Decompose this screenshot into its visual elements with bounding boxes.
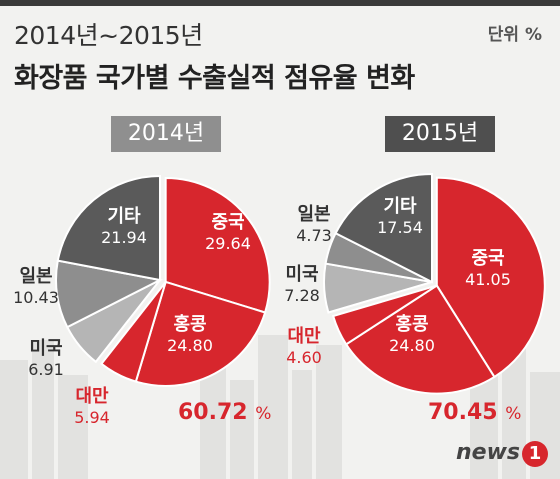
label-2014-taiwan-value: 5.94 [74,407,110,427]
pie-slice-5 [56,174,161,282]
label-2015-hongkong-name: 홍콩 [395,314,429,335]
label-2014-japan-value: 10.43 [13,287,59,307]
pie-slice-0 [164,176,271,314]
total-2014-unit: % [255,404,272,424]
label-2015-hongkong: 홍콩 24.80 [372,314,452,355]
year-badge-2014: 2014년 [111,116,221,152]
label-2015-usa-name: 미국 [285,264,319,285]
pie-slice-1 [134,280,267,387]
pie-slice-1 [344,284,496,395]
label-2014-china-name: 중국 [211,212,245,233]
top-bar [0,0,560,6]
pie-slice-2 [331,284,438,346]
label-2015-taiwan: 대만 4.60 [274,326,334,367]
chart-title: 화장품 국가별 수출실적 점유율 변화 [14,63,415,94]
label-2014-japan: 일본 10.43 [4,266,68,307]
label-2014-japan-name: 일본 [19,266,53,287]
label-2015-taiwan-value: 4.60 [286,347,322,367]
label-2014-china-value: 29.64 [205,233,251,253]
label-2015-japan-name: 일본 [297,204,331,225]
label-2014-hongkong: 홍콩 24.80 [150,314,230,355]
label-2015-usa-value: 7.28 [284,285,320,305]
label-2014-usa: 미국 6.91 [14,338,78,379]
news1-logo: news 1 [456,440,548,467]
pie-2015 [323,172,546,395]
label-2014-other-value: 21.94 [101,227,147,247]
label-2015-usa: 미국 7.28 [272,264,332,305]
label-2014-other-name: 기타 [107,206,141,227]
label-2014-hongkong-name: 홍콩 [173,314,207,335]
unit-label: 단위 % [487,25,542,45]
total-2014-value: 60.72 [178,400,248,425]
total-2015-value: 70.45 [428,400,498,425]
pie-slice-5 [334,172,433,284]
label-2014-other: 기타 21.94 [84,206,164,247]
label-2015-china-name: 중국 [471,248,505,269]
label-2015-hongkong-value: 24.80 [389,335,435,355]
label-2014-usa-value: 6.91 [28,359,64,379]
label-2015-other-name: 기타 [383,196,417,217]
label-2015-china: 중국 41.05 [448,248,528,289]
label-2015-japan-value: 4.73 [296,225,332,245]
label-2015-other: 기타 17.54 [360,196,440,237]
chart-period: 2014년~2015년 [14,21,203,50]
total-2015-unit: % [505,404,522,424]
label-2015-japan: 일본 4.73 [284,204,344,245]
pie-slice-2 [100,281,167,383]
label-2015-china-value: 41.05 [465,269,511,289]
label-2014-taiwan-name: 대만 [75,386,109,407]
pie-slice-4 [55,259,164,329]
logo-badge: 1 [522,441,548,467]
total-2014: 60.72 % [178,400,271,425]
label-2014-usa-name: 미국 [29,338,63,359]
label-2014-hongkong-value: 24.80 [167,335,213,355]
pie-2014 [55,174,271,387]
year-badge-2015: 2015년 [385,116,495,152]
logo-text: news [455,440,520,465]
label-2014-taiwan: 대만 5.94 [60,386,124,427]
label-2014-china: 중국 29.64 [188,212,268,253]
total-2015: 70.45 % [428,400,521,425]
label-2015-taiwan-name: 대만 [287,326,321,347]
label-2015-other-value: 17.54 [377,217,423,237]
